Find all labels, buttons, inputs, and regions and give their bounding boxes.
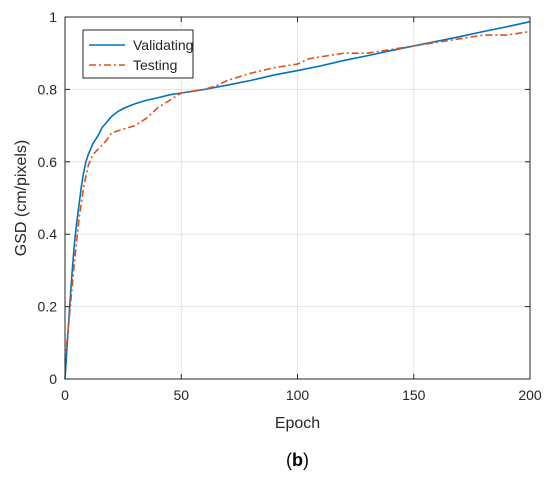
x-tick-label: 100 xyxy=(286,387,310,403)
y-tick-label: 0.4 xyxy=(38,226,58,242)
legend-label: Testing xyxy=(133,57,177,73)
caption-letter: b xyxy=(292,450,303,470)
caption-close: ) xyxy=(303,450,309,470)
y-tick-label: 1 xyxy=(49,9,57,25)
y-tick-label: 0.2 xyxy=(38,299,58,315)
x-tick-label: 0 xyxy=(61,387,69,403)
y-tick-label: 0 xyxy=(49,371,57,387)
series-line-2 xyxy=(64,30,531,361)
x-tick-label: 150 xyxy=(402,387,426,403)
y-tick-label: 0.6 xyxy=(38,154,58,170)
caption-open: ( xyxy=(286,450,292,470)
y-axis-title: GSD (cm/pixels) xyxy=(13,140,30,256)
series-line-1 xyxy=(64,20,531,380)
x-axis-title: Epoch xyxy=(275,415,320,432)
legend-box xyxy=(82,29,194,79)
legend-label: Validating xyxy=(133,37,193,53)
figure-caption: (b) xyxy=(286,450,309,470)
x-tick-label: 50 xyxy=(173,387,189,403)
y-tick-label: 0.8 xyxy=(38,81,58,97)
x-tick-label: 200 xyxy=(518,387,542,403)
series-layer xyxy=(64,20,531,380)
legend: Validating Testing xyxy=(82,29,194,79)
ticks: 0 50 100 150 200 0 0.2 0.4 0.6 0.8 1 xyxy=(38,9,542,403)
